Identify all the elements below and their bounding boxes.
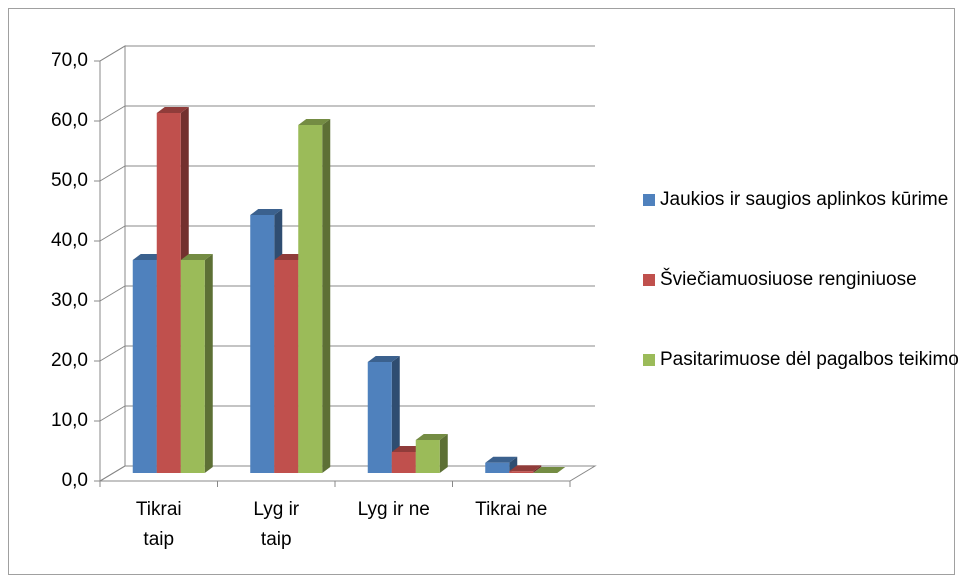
bar-face [250, 215, 275, 473]
bar-face [439, 434, 448, 473]
grid-line [99, 345, 595, 362]
legend-swatch [643, 194, 655, 206]
bar [509, 465, 542, 473]
bar-face [509, 471, 534, 473]
bar-face [367, 356, 400, 362]
bar-face [509, 456, 518, 473]
bar-face [204, 254, 213, 473]
grid-line [99, 45, 595, 62]
grid-line [99, 105, 595, 122]
grid-line [99, 225, 595, 242]
bar-face [156, 107, 189, 113]
bar-face [533, 465, 542, 473]
bar-face [367, 362, 392, 473]
bar-face [391, 452, 416, 473]
bar-face [509, 465, 542, 472]
bar [415, 434, 448, 473]
y-tick-label: 10,0 [51, 410, 88, 431]
y-tick-label: 50,0 [51, 170, 88, 191]
legend-swatch [643, 354, 655, 366]
y-tick-label: 30,0 [51, 290, 88, 311]
grid-line [99, 405, 595, 422]
bar [298, 119, 331, 473]
legend-label: Šviečiamuosiuose renginiuose [660, 269, 917, 290]
grid-line [99, 165, 595, 182]
legend-swatch [643, 274, 655, 286]
legend-label: Jaukios ir saugios aplinkos kūrime [660, 189, 949, 210]
bar-face [156, 113, 181, 473]
x-tick-label: Lyg ir ne [357, 499, 430, 520]
bar [533, 467, 566, 473]
legend-label: Pasitarimuose dėl pagalbos teikimo [660, 349, 959, 370]
bar [180, 254, 213, 473]
bar-face [298, 125, 323, 473]
bar-face [180, 254, 213, 260]
bar-face [132, 260, 157, 473]
bar-face [415, 434, 448, 440]
y-tick-label: 20,0 [51, 350, 88, 371]
bar-face [485, 462, 510, 473]
y-tick-label: 70,0 [51, 50, 88, 71]
bar-face [298, 119, 331, 125]
bar [367, 356, 400, 473]
x-tick-label: Tikrai taip [135, 499, 182, 550]
bar [485, 456, 518, 473]
bar-face [250, 209, 283, 215]
y-tick-label: 40,0 [51, 230, 88, 251]
grid-line [99, 285, 595, 302]
bar-face [322, 119, 331, 473]
y-tick-label: 0,0 [62, 470, 88, 491]
bar-face [180, 260, 205, 473]
bar-face [274, 260, 299, 473]
bar-face [485, 456, 518, 463]
x-tick-label: Lyg ir taip [253, 499, 300, 550]
x-tick-label: Tikrai ne [475, 499, 548, 520]
bar-face [415, 440, 440, 473]
bar-face [533, 467, 566, 473]
bar-face [391, 356, 400, 473]
y-tick-label: 60,0 [51, 110, 88, 131]
